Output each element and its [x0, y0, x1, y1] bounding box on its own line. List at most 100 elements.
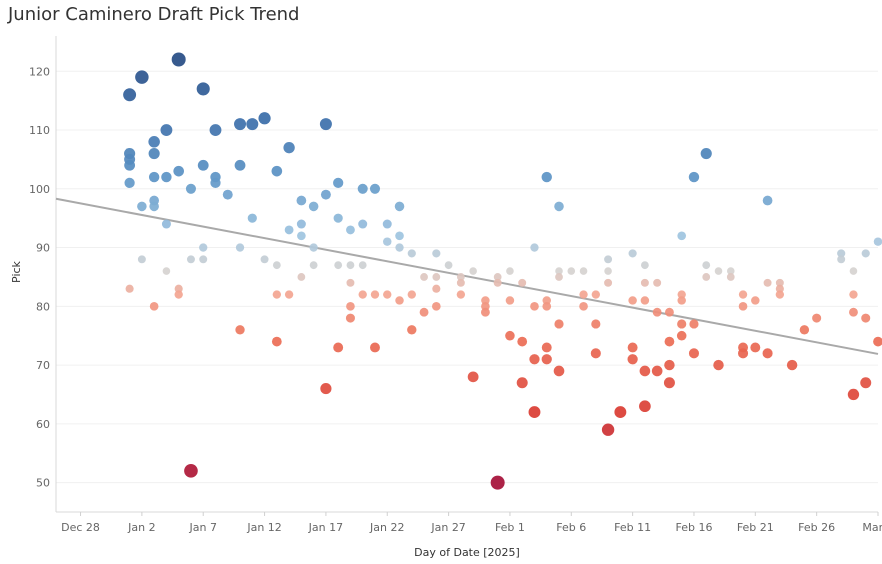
- data-point[interactable]: [456, 278, 465, 287]
- data-point[interactable]: [762, 195, 773, 206]
- data-point[interactable]: [627, 342, 638, 353]
- data-point[interactable]: [174, 290, 183, 299]
- data-point[interactable]: [346, 225, 355, 235]
- data-point[interactable]: [751, 296, 760, 305]
- data-point[interactable]: [677, 231, 687, 241]
- data-point[interactable]: [604, 255, 613, 264]
- data-point[interactable]: [469, 267, 477, 275]
- data-point[interactable]: [272, 290, 281, 299]
- data-point[interactable]: [762, 348, 773, 359]
- data-point[interactable]: [420, 273, 428, 281]
- data-point[interactable]: [395, 296, 404, 305]
- data-point[interactable]: [346, 301, 355, 311]
- data-point[interactable]: [407, 325, 417, 335]
- data-point[interactable]: [665, 307, 674, 317]
- data-point[interactable]: [591, 319, 601, 329]
- data-point[interactable]: [641, 261, 649, 270]
- data-point[interactable]: [369, 183, 381, 194]
- data-point[interactable]: [738, 348, 749, 359]
- data-point[interactable]: [591, 290, 600, 299]
- data-point[interactable]: [162, 267, 171, 275]
- data-point[interactable]: [627, 354, 638, 365]
- data-point[interactable]: [297, 273, 306, 281]
- data-point[interactable]: [688, 348, 700, 359]
- data-point[interactable]: [567, 267, 576, 275]
- data-point[interactable]: [860, 377, 872, 389]
- data-point[interactable]: [419, 307, 429, 317]
- data-point[interactable]: [222, 189, 233, 200]
- data-point[interactable]: [541, 342, 552, 353]
- data-point[interactable]: [383, 290, 392, 299]
- data-point[interactable]: [383, 237, 392, 246]
- data-point[interactable]: [554, 201, 564, 212]
- data-point[interactable]: [284, 290, 294, 299]
- data-point[interactable]: [185, 183, 196, 194]
- data-point[interactable]: [345, 313, 355, 323]
- data-point[interactable]: [320, 383, 332, 395]
- data-point[interactable]: [590, 348, 601, 359]
- data-point[interactable]: [124, 177, 135, 189]
- data-point[interactable]: [160, 124, 173, 136]
- data-point[interactable]: [333, 177, 344, 189]
- data-point[interactable]: [171, 52, 186, 67]
- data-point[interactable]: [209, 124, 222, 136]
- data-point[interactable]: [677, 296, 686, 305]
- data-point[interactable]: [296, 219, 306, 229]
- data-point[interactable]: [873, 336, 882, 347]
- data-point[interactable]: [309, 243, 318, 252]
- data-point[interactable]: [542, 301, 552, 311]
- data-point[interactable]: [614, 406, 627, 419]
- data-point[interactable]: [272, 261, 281, 270]
- data-point[interactable]: [714, 267, 723, 275]
- data-point[interactable]: [604, 278, 613, 287]
- data-point[interactable]: [357, 183, 368, 194]
- data-point[interactable]: [849, 267, 858, 275]
- data-point[interactable]: [480, 307, 490, 317]
- data-point[interactable]: [258, 112, 271, 125]
- data-point[interactable]: [554, 319, 564, 329]
- data-point[interactable]: [346, 278, 355, 287]
- data-point[interactable]: [688, 171, 700, 183]
- data-point[interactable]: [738, 290, 748, 299]
- data-point[interactable]: [541, 354, 552, 365]
- data-point[interactable]: [199, 243, 208, 252]
- data-point[interactable]: [370, 290, 380, 299]
- data-point[interactable]: [432, 284, 441, 293]
- data-point[interactable]: [370, 342, 380, 353]
- data-point[interactable]: [664, 359, 675, 371]
- data-point[interactable]: [467, 371, 479, 383]
- data-point[interactable]: [456, 290, 466, 299]
- data-point[interactable]: [628, 249, 637, 258]
- data-point[interactable]: [505, 296, 515, 305]
- data-point[interactable]: [382, 219, 392, 229]
- data-point[interactable]: [260, 255, 269, 264]
- data-point[interactable]: [604, 267, 612, 275]
- data-point[interactable]: [333, 213, 343, 223]
- data-point[interactable]: [640, 296, 650, 305]
- data-point[interactable]: [713, 359, 724, 371]
- data-point[interactable]: [775, 284, 784, 293]
- data-point[interactable]: [702, 261, 711, 270]
- data-point[interactable]: [812, 313, 822, 323]
- data-point[interactable]: [689, 319, 699, 329]
- data-point[interactable]: [296, 195, 307, 206]
- data-point[interactable]: [137, 201, 147, 212]
- data-point[interactable]: [283, 141, 295, 154]
- data-point[interactable]: [284, 225, 294, 235]
- data-point[interactable]: [234, 118, 247, 131]
- data-point[interactable]: [196, 82, 210, 96]
- data-point[interactable]: [137, 255, 146, 264]
- data-point[interactable]: [553, 365, 565, 377]
- data-point[interactable]: [555, 273, 563, 281]
- data-point[interactable]: [432, 273, 441, 281]
- data-point[interactable]: [579, 267, 588, 275]
- data-point[interactable]: [358, 290, 367, 299]
- data-point[interactable]: [651, 365, 663, 377]
- data-point[interactable]: [516, 377, 528, 389]
- data-point[interactable]: [750, 342, 761, 353]
- data-point[interactable]: [799, 325, 810, 335]
- data-point[interactable]: [663, 377, 675, 389]
- data-point[interactable]: [247, 213, 257, 223]
- data-point[interactable]: [174, 284, 183, 293]
- data-point[interactable]: [125, 284, 134, 293]
